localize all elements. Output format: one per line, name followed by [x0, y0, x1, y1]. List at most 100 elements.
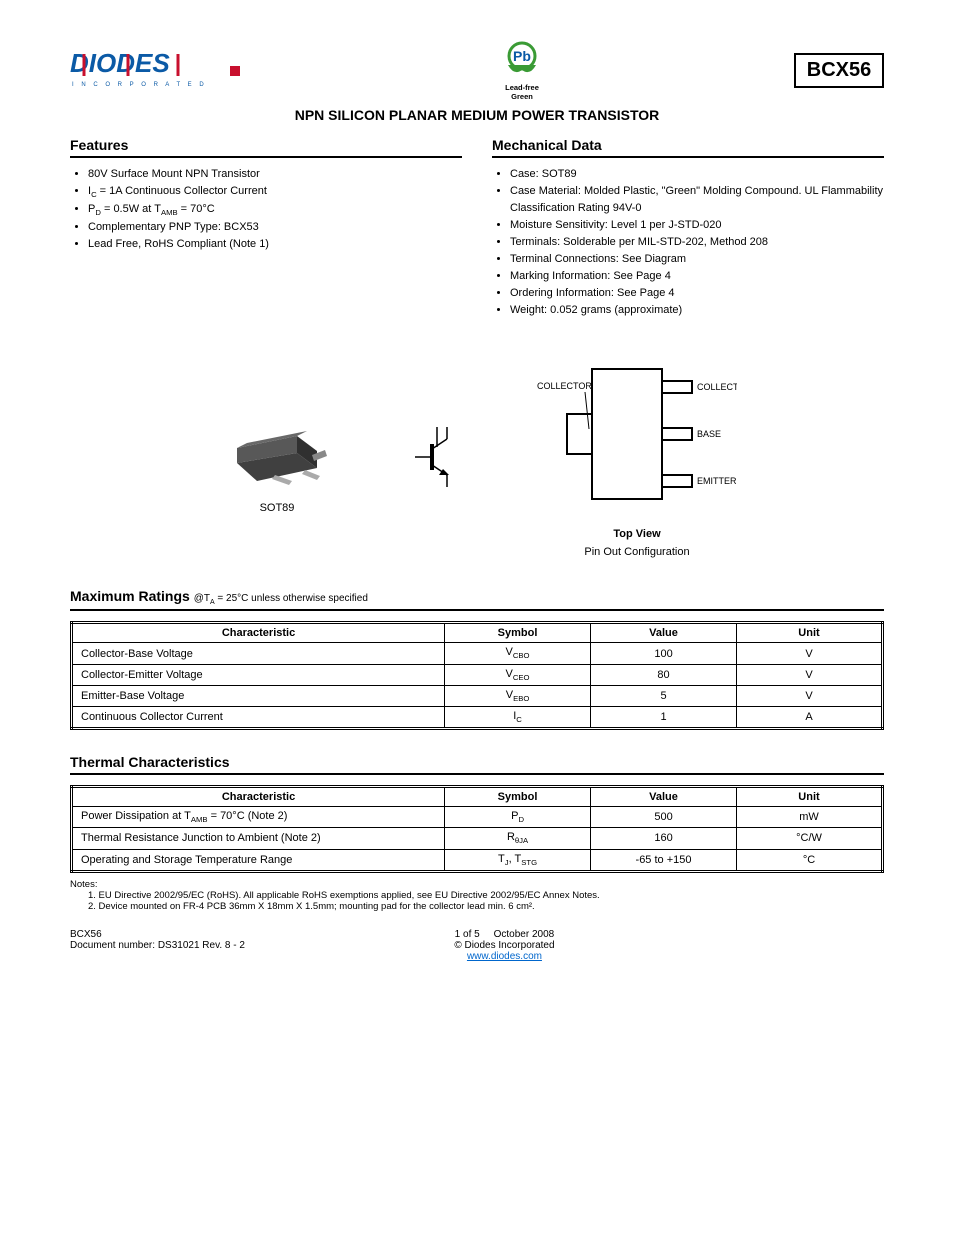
table-row: Emitter-Base VoltageVEBO5V	[72, 685, 883, 706]
feature-item: Complementary PNP Type: BCX53	[88, 219, 462, 236]
table-cell: 100	[591, 643, 737, 664]
feature-mech-row: Features 80V Surface Mount NPN Transisto…	[70, 137, 884, 319]
mech-item: Terminals: Solderable per MIL-STD-202, M…	[510, 234, 884, 251]
mech-item: Case: SOT89	[510, 166, 884, 183]
top-view-label: Top View	[537, 528, 737, 540]
mech-item: Case Material: Molded Plastic, "Green" M…	[510, 183, 884, 217]
feature-item: PD = 0.5W at TAMB = 70°C	[88, 201, 462, 219]
table-cell: RθJA	[445, 828, 591, 849]
table-header: Symbol	[445, 623, 591, 643]
table-header: Characteristic	[72, 623, 445, 643]
max-ratings-table: CharacteristicSymbolValueUnitCollector-B…	[70, 621, 884, 730]
table-cell: mW	[737, 807, 883, 828]
diagram-row: SOT89 COLLECTOR BASE EMITTER COLLECTO	[70, 359, 884, 558]
lead-free-label: Lead-free Green	[494, 83, 550, 101]
part-number-box: BCX56	[794, 53, 884, 88]
mech-item: Moisture Sensitivity: Level 1 per J-STD-…	[510, 217, 884, 234]
table-cell: Power Dissipation at TAMB = 70°C (Note 2…	[72, 807, 445, 828]
table-cell: Operating and Storage Temperature Range	[72, 849, 445, 871]
table-cell: Collector-Emitter Voltage	[72, 664, 445, 685]
pinout-label: Pin Out Configuration	[537, 546, 737, 558]
footer-left: BCX56 Document number: DS31021 Rev. 8 - …	[70, 929, 245, 962]
max-ratings-condition: @TA = 25°C unless otherwise specified	[194, 593, 368, 604]
features-heading: Features	[70, 137, 462, 158]
table-header: Characteristic	[72, 787, 445, 807]
note-line: 2. Device mounted on FR-4 PCB 36mm X 18m…	[70, 901, 884, 912]
table-header: Symbol	[445, 787, 591, 807]
table-row: Continuous Collector CurrentIC1A	[72, 706, 883, 728]
note-line: 1. EU Directive 2002/95/EC (RoHS). All a…	[70, 890, 884, 901]
pinout-diagram: COLLECTOR BASE EMITTER COLLECTOR Top Vie…	[537, 359, 737, 558]
footer-date: October 2008	[494, 929, 555, 940]
table-row: Collector-Emitter VoltageVCEO80V	[72, 664, 883, 685]
table-header: Value	[591, 623, 737, 643]
header-row: DIODES I N C O R P O R A T E D Pb Lead-f…	[70, 40, 884, 101]
table-header: Value	[591, 787, 737, 807]
table-cell: A	[737, 706, 883, 728]
footer-part: BCX56	[70, 929, 245, 940]
table-cell: TJ, TSTG	[445, 849, 591, 871]
transistor-symbol	[407, 422, 467, 495]
features-col: Features 80V Surface Mount NPN Transisto…	[70, 137, 462, 319]
feature-item: IC = 1A Continuous Collector Current	[88, 183, 462, 201]
pin-label-collector: COLLECTOR	[697, 382, 737, 392]
table-cell: VEBO	[445, 685, 591, 706]
table-cell: PD	[445, 807, 591, 828]
package-caption: SOT89	[217, 502, 337, 514]
mech-col: Mechanical Data Case: SOT89Case Material…	[492, 137, 884, 319]
mech-item: Weight: 0.052 grams (approximate)	[510, 302, 884, 319]
pin-label-base: BASE	[697, 429, 721, 439]
table-row: Thermal Resistance Junction to Ambient (…	[72, 828, 883, 849]
table-cell: °C	[737, 849, 883, 871]
package-3d: SOT89	[217, 403, 337, 514]
table-row: Power Dissipation at TAMB = 70°C (Note 2…	[72, 807, 883, 828]
table-header: Unit	[737, 623, 883, 643]
svg-text:Pb: Pb	[513, 48, 531, 64]
table-cell: -65 to +150	[591, 849, 737, 871]
table-cell: Continuous Collector Current	[72, 706, 445, 728]
lead-free-badge: Pb Lead-free Green	[494, 40, 550, 101]
mech-item: Marking Information: See Page 4	[510, 268, 884, 285]
table-cell: 1	[591, 706, 737, 728]
table-cell: V	[737, 643, 883, 664]
max-ratings-heading: Maximum Ratings @TA = 25°C unless otherw…	[70, 588, 884, 611]
thermal-heading: Thermal Characteristics	[70, 754, 884, 775]
table-row: Operating and Storage Temperature RangeT…	[72, 849, 883, 871]
diodes-logo: DIODES I N C O R P O R A T E D	[70, 48, 250, 93]
thermal-table: CharacteristicSymbolValueUnit Power Dissi…	[70, 785, 884, 873]
table-cell: V	[737, 664, 883, 685]
feature-item: 80V Surface Mount NPN Transistor	[88, 166, 462, 183]
footer-center: 1 of 5 October 2008 © Diodes Incorporate…	[245, 929, 764, 962]
pin-label-emitter: EMITTER	[697, 476, 737, 486]
max-ratings-title: Maximum Ratings	[70, 588, 190, 604]
table-cell: V	[737, 685, 883, 706]
table-header: Unit	[737, 787, 883, 807]
table-cell: 80	[591, 664, 737, 685]
footer: BCX56 Document number: DS31021 Rev. 8 - …	[70, 929, 884, 962]
footer-link[interactable]: www.diodes.com	[467, 951, 542, 962]
footer-doc: Document number: DS31021 Rev. 8 - 2	[70, 940, 245, 951]
table-cell: IC	[445, 706, 591, 728]
page-title: NPN SILICON PLANAR MEDIUM POWER TRANSIST…	[70, 107, 884, 123]
features-list: 80V Surface Mount NPN TransistorIC = 1A …	[70, 166, 462, 253]
thermal-notes: Notes:1. EU Directive 2002/95/EC (RoHS).…	[70, 879, 884, 912]
table-cell: Thermal Resistance Junction to Ambient (…	[72, 828, 445, 849]
note-line: Notes:	[70, 879, 884, 890]
mech-item: Ordering Information: See Page 4	[510, 285, 884, 302]
table-cell: VCEO	[445, 664, 591, 685]
table-row: Collector-Base VoltageVCBO100V	[72, 643, 883, 664]
table-cell: 500	[591, 807, 737, 828]
table-cell: 160	[591, 828, 737, 849]
table-cell: Collector-Base Voltage	[72, 643, 445, 664]
svg-text:I N C O R P O R A T E D: I N C O R P O R A T E D	[72, 82, 207, 88]
table-cell: 5	[591, 685, 737, 706]
mech-heading: Mechanical Data	[492, 137, 884, 158]
footer-page: 1 of 5	[455, 929, 480, 940]
feature-item: Lead Free, RoHS Compliant (Note 1)	[88, 236, 462, 253]
mech-list: Case: SOT89Case Material: Molded Plastic…	[492, 166, 884, 319]
mech-item: Terminal Connections: See Diagram	[510, 251, 884, 268]
table-cell: °C/W	[737, 828, 883, 849]
pin-label-collector2: COLLECTOR	[537, 381, 592, 391]
table-cell: VCBO	[445, 643, 591, 664]
table-cell: Emitter-Base Voltage	[72, 685, 445, 706]
